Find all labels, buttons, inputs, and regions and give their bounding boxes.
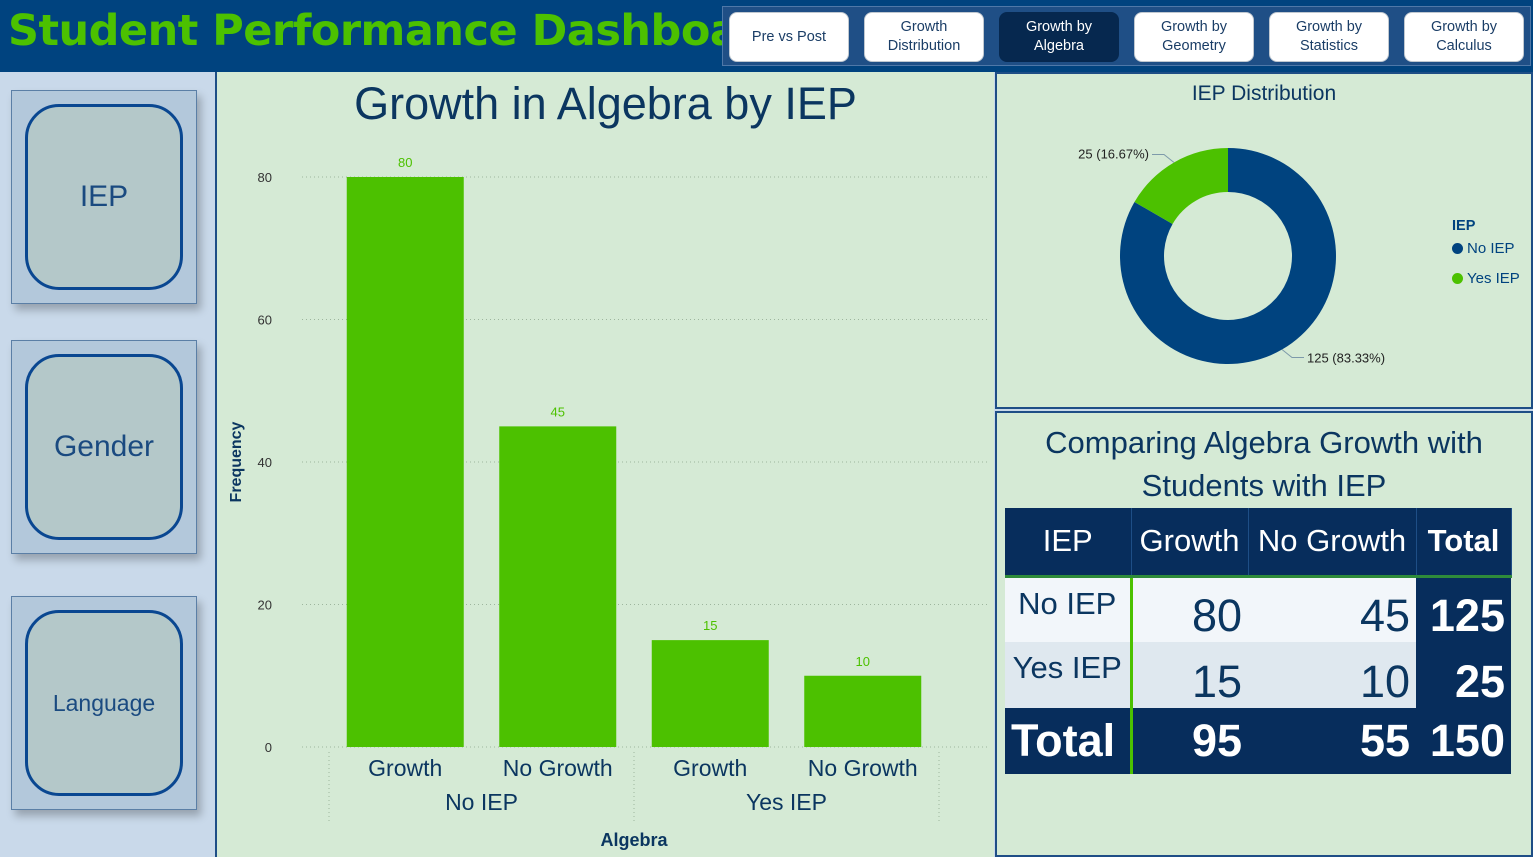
nav-growth-by-algebra-button[interactable]: Growth by Algebra [999, 12, 1119, 62]
donut-data-label: 125 (83.33%) [1307, 351, 1385, 366]
donut-chart-title: IEP Distribution [1191, 82, 1337, 105]
y-tick-label: 20 [258, 598, 272, 613]
row-label-total: Total [1005, 708, 1133, 774]
column-header-iep[interactable]: IEP [1005, 508, 1132, 578]
cell-total: 25 [1416, 642, 1511, 708]
matrix-table: IEP Growth No Growth Total No IEP 80 45 … [1005, 508, 1512, 774]
bar-chart-title: Growth in Algebra by IEP [354, 78, 857, 129]
slicer-card-language: Language [11, 596, 197, 810]
matrix-total-row: Total 95 55 150 [1005, 708, 1511, 774]
matrix-title-line2: Students with IEP [1141, 468, 1387, 503]
legend-dot-icon [1452, 243, 1463, 254]
donut-data-label: 25 (16.67%) [1078, 146, 1149, 161]
cell-grand-total: 150 [1416, 708, 1511, 774]
row-label-no-iep: No IEP [1005, 576, 1133, 642]
x-group-label: Yes IEP [746, 789, 827, 815]
legend-item-no-iep[interactable]: No IEP [1452, 240, 1520, 270]
x-group-label: No IEP [445, 789, 518, 815]
bar-data-label: 45 [551, 404, 565, 419]
donut-chart: 125 (83.33%) 25 (16.67%) [1078, 146, 1385, 366]
legend-dot-icon [1452, 273, 1463, 284]
donut-slice[interactable] [1120, 148, 1336, 365]
slicer-card-iep: IEP [11, 90, 197, 304]
bar[interactable] [804, 675, 922, 747]
legend-label: Yes IEP [1467, 270, 1520, 287]
legend-label: No IEP [1467, 240, 1515, 257]
sidebar-item-language[interactable]: Language [25, 610, 183, 796]
app-title: Student Performance Dashboard [8, 6, 790, 56]
nav-growth-by-calculus-button[interactable]: Growth by Calculus [1404, 12, 1524, 62]
slicer-card-gender: Gender [11, 340, 197, 554]
matrix-panel: Comparing Algebra Growth with Students w… [995, 411, 1533, 857]
cell-total: 125 [1416, 576, 1511, 642]
y-tick-label: 40 [258, 455, 272, 470]
nav-growth-distribution-button[interactable]: Growth Distribution [864, 12, 984, 62]
table-row: No IEP 80 45 125 [1005, 576, 1511, 642]
leader-line [1281, 349, 1304, 359]
row-label-yes-iep: Yes IEP [1005, 642, 1133, 708]
x-category-label: Growth [368, 755, 442, 781]
bar-chart-panel: Growth in Algebra by IEP 0 20 40 60 80 Freque… [217, 72, 994, 857]
y-tick-label: 80 [258, 170, 272, 185]
bar-chart: 0 20 40 60 80 Frequency 80 Growth 45 No Growth 15 G… [228, 155, 987, 850]
x-category-label: No Growth [808, 755, 918, 781]
x-category-label: No Growth [503, 755, 613, 781]
cell-no-growth: 10 [1248, 642, 1416, 708]
column-header-growth[interactable]: Growth [1131, 508, 1249, 578]
column-header-total[interactable]: Total [1416, 508, 1512, 578]
bar[interactable] [499, 426, 617, 747]
bar-data-label: 15 [703, 618, 717, 633]
nav-growth-by-geometry-button[interactable]: Growth by Geometry [1134, 12, 1254, 62]
matrix-title: Comparing Algebra Growth with Students w… [997, 421, 1531, 507]
matrix-title-line1: Comparing Algebra Growth with [1045, 425, 1483, 460]
donut-slice[interactable] [1134, 148, 1228, 224]
bar[interactable] [346, 177, 464, 747]
bar-data-label: 10 [856, 654, 870, 669]
cell-no-growth: 45 [1248, 576, 1416, 642]
sidebar-item-gender[interactable]: Gender [25, 354, 183, 540]
cell-total-growth: 95 [1131, 708, 1248, 774]
cell-growth: 80 [1131, 576, 1248, 642]
leader-line [1152, 153, 1175, 163]
y-tick-label: 0 [265, 740, 272, 755]
y-tick-label: 60 [258, 313, 272, 328]
x-axis-label: Algebra [600, 830, 668, 850]
cell-growth: 15 [1131, 642, 1248, 708]
donut-legend: IEP No IEP Yes IEP [1452, 218, 1520, 300]
donut-chart-panel: IEP Distribution 125 (83.33%) 25 (16.67%)… [995, 72, 1533, 409]
column-header-no-growth[interactable]: No Growth [1248, 508, 1417, 578]
header-bar: Student Performance Dashboard Pre vs Pos… [0, 0, 1533, 72]
bar[interactable] [651, 640, 769, 747]
legend-item-yes-iep[interactable]: Yes IEP [1452, 270, 1520, 300]
cell-total-no-growth: 55 [1248, 708, 1416, 774]
sidebar-item-iep[interactable]: IEP [25, 104, 183, 290]
nav-growth-by-statistics-button[interactable]: Growth by Statistics [1269, 12, 1389, 62]
nav-pre-vs-post-button[interactable]: Pre vs Post [729, 12, 849, 62]
matrix-header-row: IEP Growth No Growth Total [1005, 508, 1512, 578]
page-navigator: Pre vs Post Growth Distribution Growth b… [722, 6, 1531, 66]
y-axis-label: Frequency [228, 421, 245, 502]
x-category-label: Growth [673, 755, 747, 781]
sidebar: IEP Gender Language [0, 72, 217, 857]
bar-data-label: 80 [398, 155, 412, 170]
legend-title: IEP [1452, 218, 1476, 234]
table-row: Yes IEP 15 10 25 [1005, 642, 1511, 708]
